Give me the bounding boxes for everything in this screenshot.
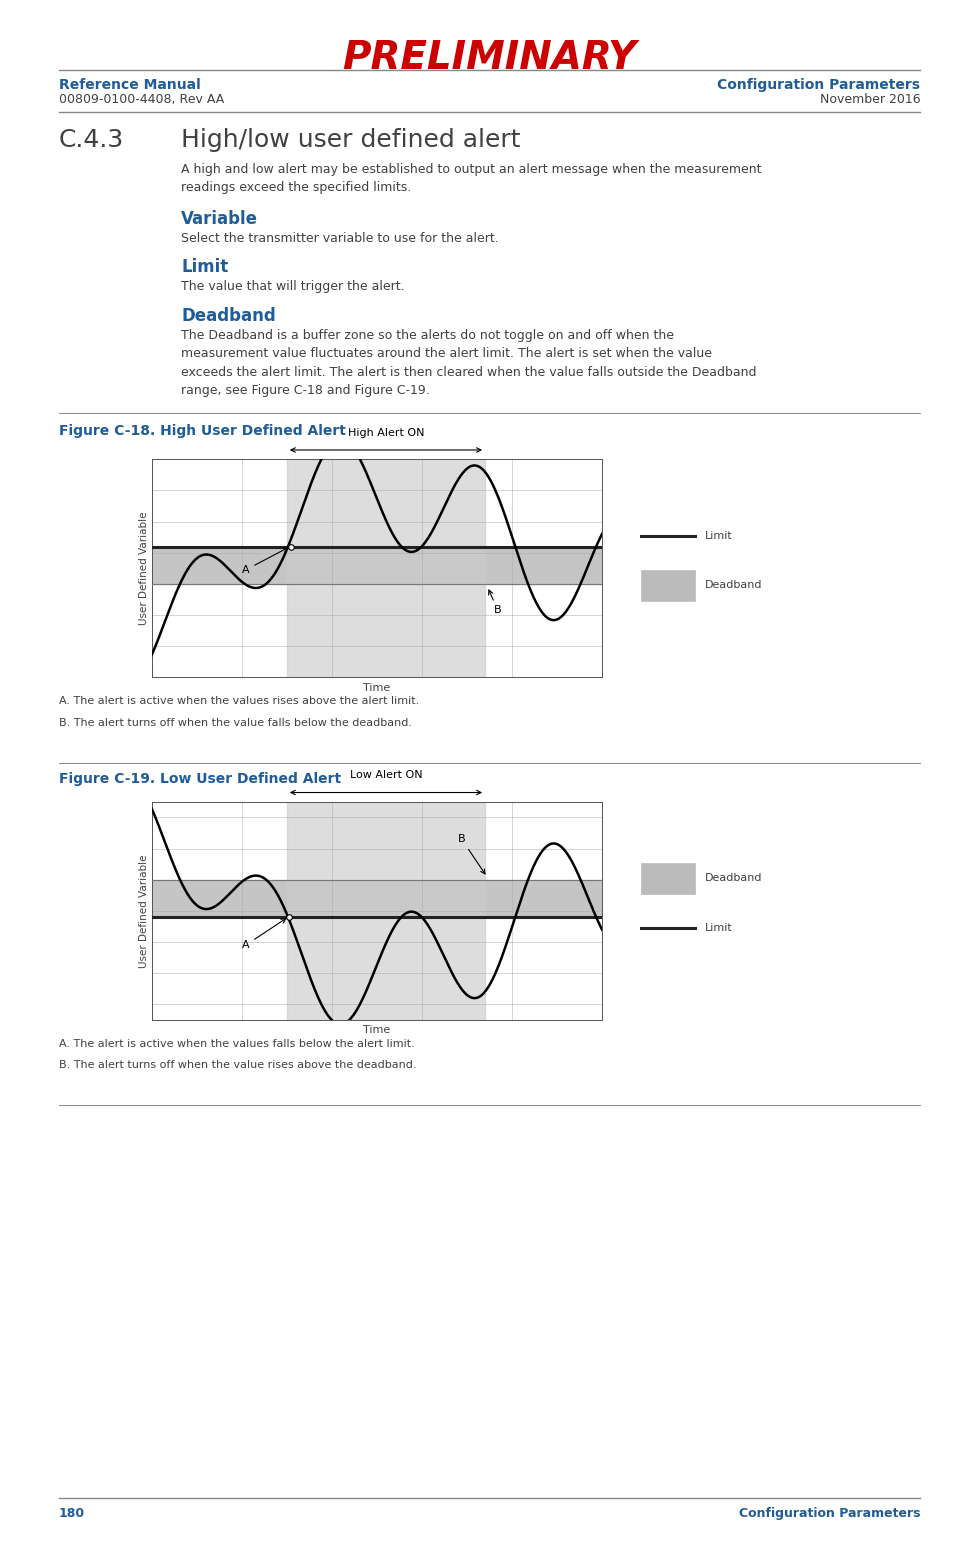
Text: Limit: Limit [704, 531, 732, 540]
Text: B: B [458, 835, 484, 873]
Text: 180: 180 [59, 1507, 85, 1520]
Bar [152, 547, 601, 584]
Text: A. The alert is active when the values rises above the alert limit.: A. The alert is active when the values r… [59, 696, 419, 705]
Text: High/low user defined alert: High/low user defined alert [181, 128, 520, 151]
Text: A high and low alert may be established to output an alert message when the meas: A high and low alert may be established … [181, 163, 761, 195]
Text: November 2016: November 2016 [819, 93, 919, 106]
Text: B. The alert turns off when the value rises above the deadband.: B. The alert turns off when the value ri… [59, 1060, 416, 1070]
Text: Reference Manual: Reference Manual [59, 78, 200, 92]
Bar [287, 802, 484, 1020]
Text: PRELIMINARY: PRELIMINARY [342, 39, 636, 76]
Text: The Deadband is a buffer zone so the alerts do not toggle on and off when the
me: The Deadband is a buffer zone so the ale… [181, 329, 756, 397]
Text: Variable: Variable [181, 210, 258, 229]
Text: Configuration Parameters: Configuration Parameters [738, 1507, 919, 1520]
Text: Deadband: Deadband [704, 873, 762, 883]
Text: Figure C-18. High User Defined Alert: Figure C-18. High User Defined Alert [59, 424, 345, 438]
Y-axis label: User Defined Variable: User Defined Variable [139, 855, 149, 967]
Text: Limit: Limit [704, 923, 732, 933]
Text: Low Alert ON: Low Alert ON [349, 771, 422, 780]
Text: Select the transmitter variable to use for the alert.: Select the transmitter variable to use f… [181, 232, 499, 244]
X-axis label: Time: Time [363, 1026, 390, 1035]
Text: B: B [488, 590, 501, 615]
Bar [287, 459, 484, 677]
Text: A: A [242, 919, 286, 950]
Bar [152, 880, 601, 917]
Text: Limit: Limit [181, 258, 228, 277]
Text: A. The alert is active when the values falls below the alert limit.: A. The alert is active when the values f… [59, 1039, 414, 1048]
Text: High Alert ON: High Alert ON [347, 428, 423, 438]
Text: 00809-0100-4408, Rev AA: 00809-0100-4408, Rev AA [59, 93, 224, 106]
Text: Figure C-19. Low User Defined Alert: Figure C-19. Low User Defined Alert [59, 772, 340, 786]
Text: The value that will trigger the alert.: The value that will trigger the alert. [181, 280, 404, 293]
Text: A: A [242, 548, 288, 575]
Text: Configuration Parameters: Configuration Parameters [717, 78, 919, 92]
Text: B. The alert turns off when the value falls below the deadband.: B. The alert turns off when the value fa… [59, 718, 412, 727]
Y-axis label: User Defined Variable: User Defined Variable [139, 512, 149, 624]
Text: Deadband: Deadband [704, 581, 762, 590]
Text: Deadband: Deadband [181, 307, 276, 325]
X-axis label: Time: Time [363, 684, 390, 693]
Text: C.4.3: C.4.3 [59, 128, 124, 151]
